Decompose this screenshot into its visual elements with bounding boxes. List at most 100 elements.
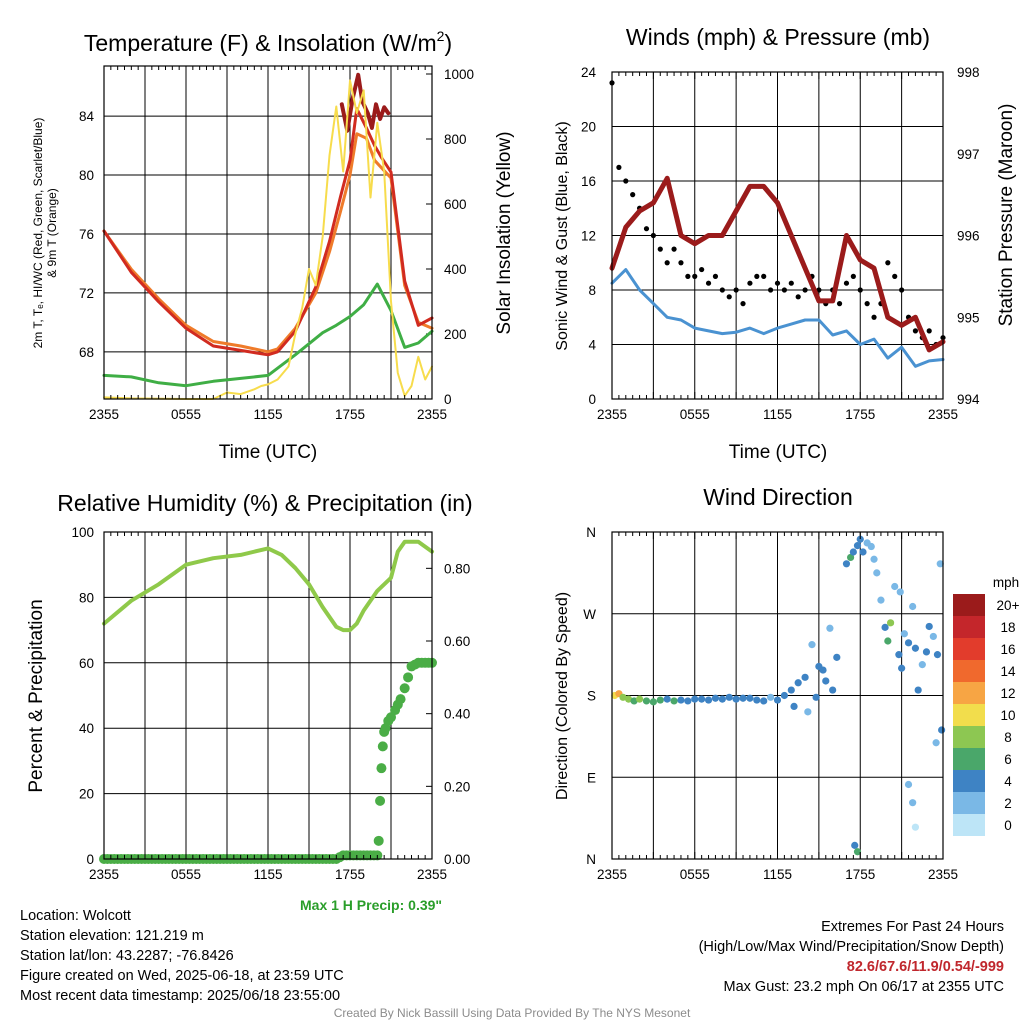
dir-point	[849, 548, 857, 556]
dir-point	[753, 696, 761, 704]
wind-right-axis-title: Station Pressure (Maroon)	[996, 104, 1017, 327]
dir-point	[812, 693, 820, 701]
wind-gust-dot	[671, 246, 677, 252]
wind-gust-dot	[643, 226, 650, 232]
wind-ytick-label: 16	[581, 174, 596, 189]
wind-gust-dot	[726, 294, 732, 300]
dir-point	[773, 696, 782, 704]
wind-ytick-right-label: 997	[957, 147, 980, 162]
wind-gust-dot	[788, 280, 794, 286]
wind-gust-dot	[719, 287, 725, 293]
legend-swatch	[953, 594, 985, 616]
temp-ytick-label: 72	[79, 286, 94, 301]
extremes-subtitle: (High/Low/Max Wind/Precipitation/Snow De…	[698, 939, 1004, 955]
extremes-values: 82.6/67.6/11.9/0.54/-999	[846, 959, 1004, 975]
wind-gust-dot	[864, 301, 870, 307]
dir-point	[911, 644, 920, 652]
legend-swatch	[953, 660, 985, 682]
latlon-text: Station lat/lon: 43.2287; -76.8426	[20, 948, 234, 964]
rh-precip-dot	[386, 712, 396, 723]
dir-point	[691, 695, 699, 703]
temp-ytick-label: 68	[79, 345, 94, 360]
temp-series-line	[103, 79, 433, 400]
rh-precip-dot	[373, 835, 384, 846]
rh-precip-dot	[375, 795, 386, 806]
wind-ytick-label: 0	[588, 392, 596, 407]
temp-ytick-right-label: 800	[444, 132, 467, 147]
dir-point	[649, 698, 657, 706]
dir-point	[870, 555, 878, 563]
wind-gust-dot	[843, 280, 850, 286]
legend-swatch	[953, 748, 985, 770]
wind-xtick-label: 0555	[680, 407, 710, 422]
dir-point	[853, 542, 862, 550]
wind-ytick-right-label: 994	[957, 392, 980, 407]
dir-ytick-label: W	[583, 607, 596, 622]
dir-point	[822, 677, 830, 685]
temp-right-axis-title: Solar Insolation (Yellow)	[494, 131, 515, 334]
dir-point	[718, 695, 726, 703]
dir-point	[904, 639, 913, 647]
dir-point	[922, 648, 931, 656]
max-gust-text: Max Gust: 23.2 mph On 06/17 at 2355 UTC	[723, 979, 1004, 995]
dir-point	[896, 588, 904, 596]
temp-ytick-right-label: 600	[444, 197, 467, 212]
dir-point	[804, 708, 812, 716]
wind-gust-dot	[678, 260, 684, 266]
dir-point	[801, 673, 809, 681]
rh-precip-dot	[403, 672, 414, 683]
wind-gust-dot	[912, 328, 919, 334]
wind-gust-dot	[850, 273, 856, 279]
rh-ytick-right-label: 0.00	[444, 852, 470, 867]
wind-gust-dot	[871, 314, 877, 320]
wind-gust-dot	[892, 273, 898, 279]
dir-point	[938, 726, 946, 734]
wind-gust-dot	[747, 280, 753, 286]
dir-point	[853, 848, 862, 856]
dir-point	[677, 696, 685, 704]
wind-xtick-label: 2355	[597, 407, 627, 422]
legend-swatch	[953, 726, 985, 748]
rh-xtick-label: 2355	[417, 867, 447, 882]
wind-gust-dot	[623, 178, 629, 184]
wind-gust-dot	[795, 294, 801, 300]
dir-point	[932, 739, 940, 747]
wind-ytick-label: 12	[581, 229, 596, 244]
rh-xtick-label: 1155	[253, 867, 282, 882]
legend-swatch	[953, 682, 985, 704]
dir-ytick-label: E	[587, 770, 596, 785]
dir-point	[859, 548, 867, 556]
wind-gust-dot	[836, 301, 843, 307]
wind-gust-dot	[616, 164, 622, 170]
wind-ytick-label: 8	[588, 283, 596, 298]
rh-ytick-label: 100	[71, 525, 94, 540]
dir-point	[933, 651, 942, 659]
wind-gust-dot	[761, 273, 767, 279]
dir-point	[630, 697, 638, 705]
rh-chart-title: Relative Humidity (%) & Precipitation (i…	[57, 490, 472, 516]
dir-point	[732, 695, 740, 703]
dir-point	[898, 664, 906, 672]
dir-point	[929, 632, 937, 641]
wind-gust-dot	[712, 273, 719, 279]
dir-point	[873, 569, 881, 577]
station-info: Location: Wolcott Station elevation: 121…	[20, 906, 344, 1006]
dir-point	[891, 582, 899, 591]
legend-label: 12	[1000, 686, 1015, 701]
wind-x-axis-title: Time (UTC)	[729, 442, 828, 463]
temp-y-axis-title-line1: 2m T, Tₑ, HI/WC (Red, Green, Scarlet/Blu…	[31, 118, 45, 349]
wind-ytick-right-label: 996	[957, 229, 980, 244]
elevation-text: Station elevation: 121.219 m	[20, 928, 204, 944]
wind-gust-dot	[692, 273, 698, 279]
max-precip-label: Max 1 H Precip: 0.39"	[300, 897, 443, 913]
rh-precip-dot	[377, 741, 388, 752]
dir-point	[846, 553, 855, 562]
temp-title-superscript: 2	[437, 28, 445, 44]
dir-point	[711, 694, 720, 702]
legend-label: 8	[1004, 730, 1012, 745]
legend-swatch	[953, 814, 985, 836]
temp-ytick-label: 76	[79, 227, 94, 242]
extremes-title: Extremes For Past 24 Hours	[821, 919, 1004, 935]
dir-point	[881, 623, 889, 631]
rh-xtick-label: 2355	[89, 867, 119, 882]
